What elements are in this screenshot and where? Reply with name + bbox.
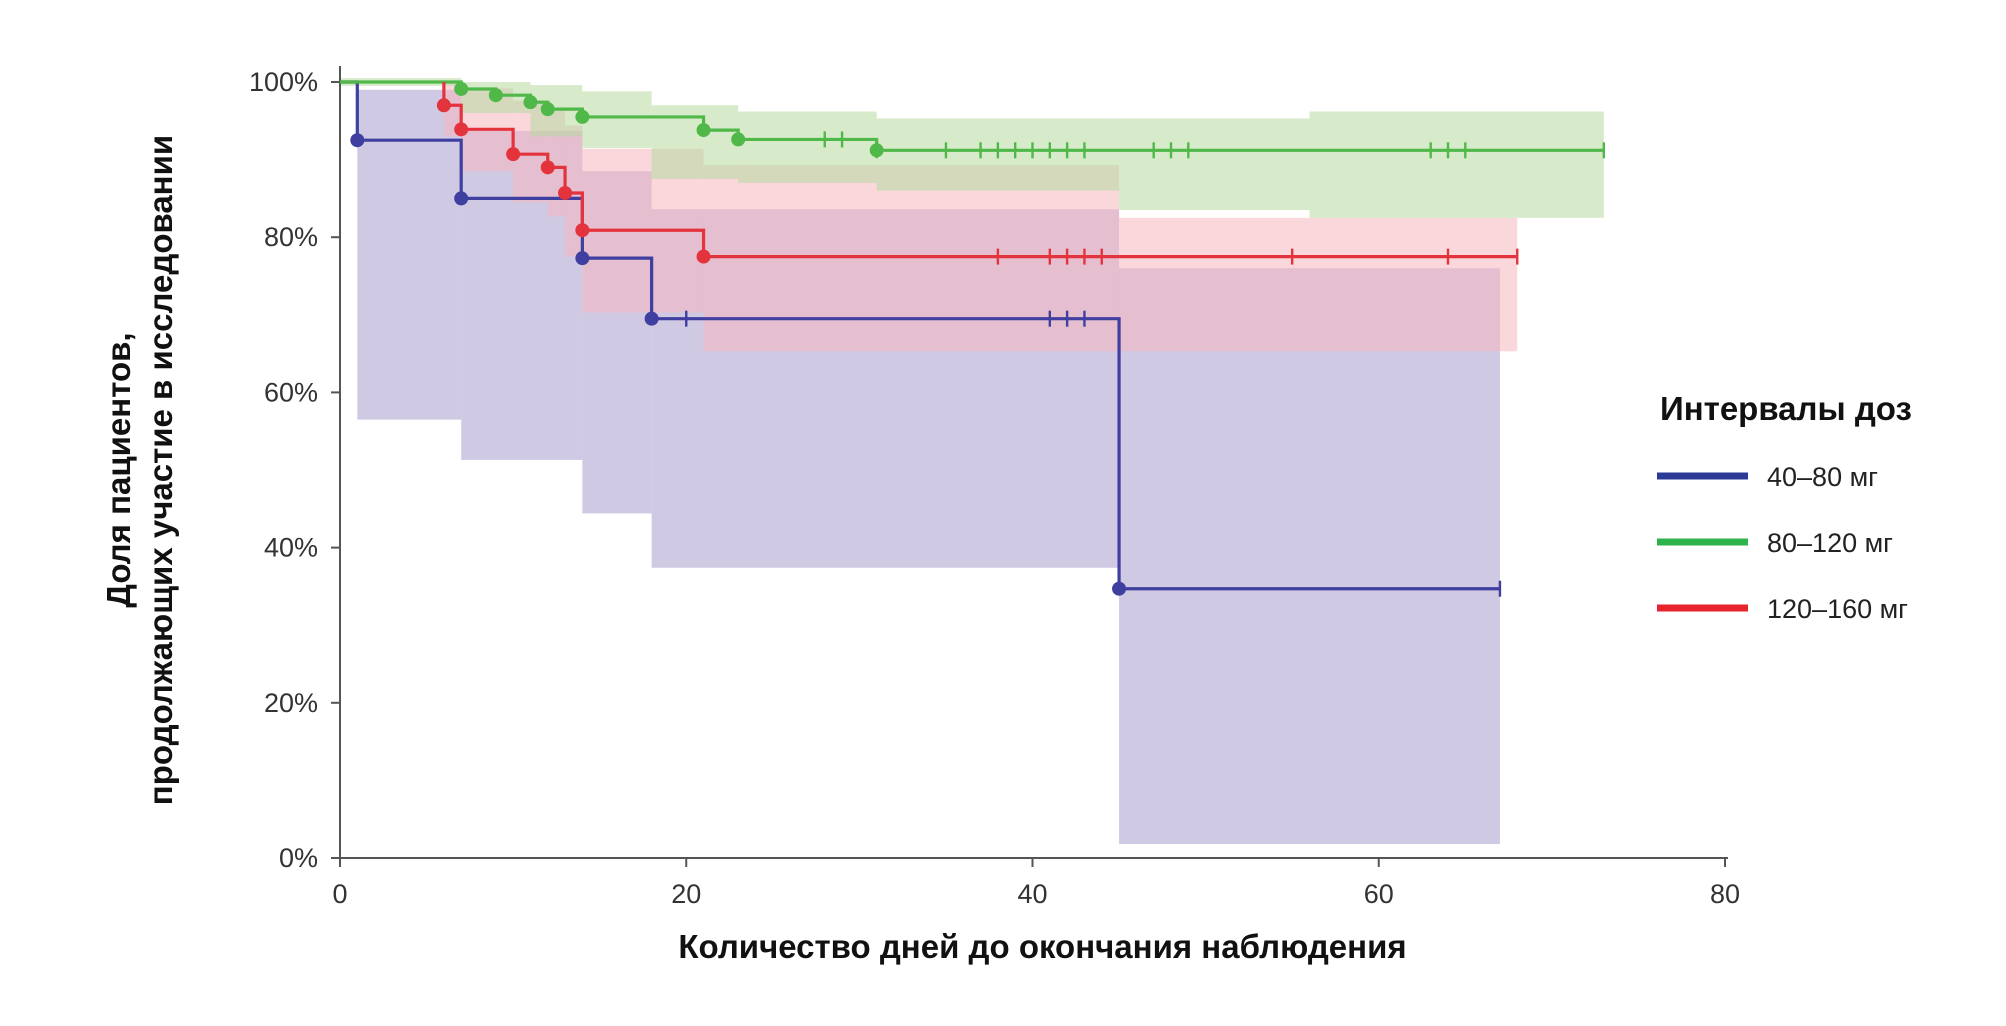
legend-label: 80–120 мг <box>1767 528 1893 558</box>
y-tick-label: 20% <box>264 688 318 718</box>
axis-ticks: 0 20 40 60 80 0% 20% 40% 60% 80% 100% <box>249 67 1740 909</box>
event-point <box>644 311 659 326</box>
ci-band <box>357 89 462 420</box>
x-tick-label: 40 <box>1017 879 1047 909</box>
ci-band <box>443 82 462 137</box>
event-point <box>696 123 711 138</box>
legend-label: 120–160 мг <box>1767 594 1908 624</box>
y-axis-title-line-1: Доля пациентов, <box>100 332 137 607</box>
event-point <box>436 98 451 113</box>
event-point <box>454 81 469 96</box>
ci-band <box>738 111 877 183</box>
event-point <box>454 191 469 206</box>
y-tick-label: 80% <box>264 222 318 252</box>
event-point <box>488 88 503 103</box>
event-and-censor-marks <box>350 81 1606 597</box>
survival-line <box>340 80 1604 152</box>
event-point <box>350 133 365 148</box>
event-point <box>558 185 573 200</box>
event-point <box>575 223 590 238</box>
legend-label: 40–80 мг <box>1767 462 1878 492</box>
ci-band <box>565 125 583 257</box>
event-point <box>540 160 555 175</box>
y-tick-label: 40% <box>264 533 318 563</box>
y-tick-label: 100% <box>249 67 318 97</box>
legend-items: 40–80 мг 80–120 мг 120–160 мг <box>1657 462 1908 624</box>
event-point <box>523 95 538 110</box>
event-point <box>1112 581 1127 596</box>
axes <box>339 66 1728 859</box>
event-point <box>575 251 590 266</box>
ci-band <box>1309 111 1604 218</box>
legend-title: Интервалы доз <box>1660 390 1912 427</box>
ci-band <box>582 91 652 148</box>
event-point <box>540 102 555 117</box>
x-axis-title: Количество дней до окончания наблюдения <box>678 928 1406 965</box>
event-point <box>506 147 521 162</box>
x-tick-label: 80 <box>1710 879 1740 909</box>
y-tick-label: 60% <box>264 377 318 407</box>
event-point <box>731 132 746 147</box>
x-tick-label: 60 <box>1364 879 1394 909</box>
event-point <box>454 122 469 137</box>
x-tick-label: 20 <box>671 879 701 909</box>
y-tick-label: 0% <box>279 843 318 873</box>
event-point <box>869 143 884 158</box>
event-point <box>575 109 590 124</box>
ci-band <box>1119 118 1310 211</box>
ci-band <box>1119 268 1500 845</box>
confidence-bands <box>340 78 1604 845</box>
x-tick-label: 0 <box>332 879 347 909</box>
event-point <box>696 249 711 264</box>
ci-band <box>1119 217 1518 352</box>
y-axis-title: Доля пациентов, продолжающих участие в и… <box>100 135 179 805</box>
legend: Интервалы доз 40–80 мг 80–120 мг 120–160 м… <box>1657 390 1912 624</box>
y-axis-title-line-2: продолжающих участие в исследовании <box>142 135 179 805</box>
